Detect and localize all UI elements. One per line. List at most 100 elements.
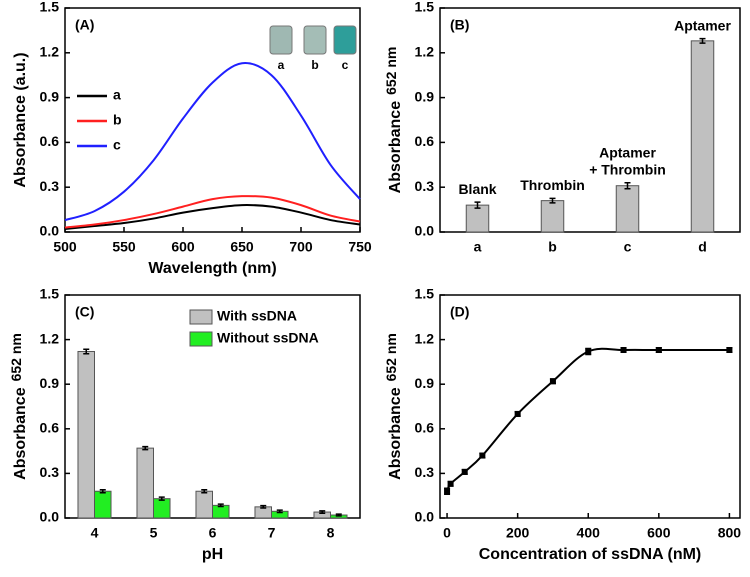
legend-label: With ssDNA bbox=[217, 308, 297, 324]
y-tick-label: 0.3 bbox=[40, 178, 60, 194]
y-tick-label: 1.5 bbox=[40, 286, 60, 302]
bar bbox=[195, 490, 213, 519]
legend-swatch bbox=[189, 309, 213, 325]
x-tick-label: 200 bbox=[506, 525, 530, 541]
y-tick-label: 1.5 bbox=[415, 0, 435, 15]
annotation: Aptamer bbox=[674, 17, 731, 33]
error-bar bbox=[624, 181, 631, 190]
x-tick-label: 7 bbox=[268, 525, 276, 541]
x-tick-label: 4 bbox=[91, 525, 99, 541]
panel: (D) 0.0 0.3 0.6 0.9 1.2 1.5 0 200 400 600 800 Concen… bbox=[383, 286, 742, 564]
error-bar bbox=[549, 197, 556, 204]
y-axis-label: Absorbance 652 nm bbox=[383, 47, 405, 194]
annotation: Thrombin bbox=[520, 177, 585, 193]
spectrum-line bbox=[64, 195, 361, 229]
y-axis-label: Absorbance 652 nm bbox=[8, 333, 30, 480]
panel: (B) 0.0 0.3 0.6 0.9 1.2 1.5 a b c d Absorbance 652 n… bbox=[383, 0, 741, 255]
y-tick-label: 0.6 bbox=[40, 133, 60, 149]
plot-frame bbox=[439, 7, 741, 233]
y-tick-label: 0.9 bbox=[415, 375, 435, 391]
data-point bbox=[461, 468, 468, 475]
error-bar bbox=[260, 504, 267, 509]
x-tick-label: 8 bbox=[327, 525, 335, 541]
annotation: + Thrombin bbox=[589, 161, 666, 177]
fit-line bbox=[446, 347, 730, 492]
data-point bbox=[479, 452, 486, 459]
x-tick-label: c bbox=[624, 239, 632, 255]
panel-label: (D) bbox=[450, 304, 469, 320]
error-bar bbox=[699, 37, 706, 44]
data-point bbox=[447, 480, 454, 487]
y-axis-label-main: Absorbance bbox=[12, 387, 29, 480]
x-tick-label: 0 bbox=[443, 525, 451, 541]
y-tick-label: 0.3 bbox=[40, 464, 60, 480]
error-bar bbox=[335, 513, 342, 517]
x-axis-label: Concentration of ssDNA (nM) bbox=[479, 546, 702, 563]
y-axis-label-sub: 652 nm bbox=[8, 333, 24, 381]
y-tick-label: 1.2 bbox=[415, 44, 435, 60]
y-tick-label: 1.5 bbox=[415, 286, 435, 302]
data-point bbox=[585, 348, 592, 355]
y-axis-label-main: Absorbance (a.u.) bbox=[12, 52, 29, 187]
y-axis-label-main: Absorbance bbox=[387, 101, 404, 194]
error-bar bbox=[217, 503, 224, 508]
plot-frame bbox=[439, 294, 741, 519]
y-tick-label: 1.2 bbox=[415, 330, 435, 346]
error-bar bbox=[142, 445, 149, 451]
x-tick-label: a bbox=[474, 239, 482, 255]
y-tick-label: 1.2 bbox=[40, 44, 60, 60]
x-axis-label: Wavelength (nm) bbox=[148, 260, 276, 277]
x-tick-label: 600 bbox=[171, 239, 195, 255]
data-point bbox=[726, 347, 733, 354]
y-tick-label: 0.6 bbox=[415, 133, 435, 149]
x-tick-label: 750 bbox=[348, 239, 372, 255]
data-point bbox=[444, 488, 451, 495]
bar bbox=[94, 490, 112, 519]
inset-label: c bbox=[342, 58, 349, 72]
error-bar bbox=[276, 509, 283, 514]
bar bbox=[615, 185, 640, 233]
bar bbox=[77, 350, 96, 519]
inset-label: a bbox=[278, 58, 285, 72]
x-axis-label: pH bbox=[202, 546, 223, 563]
annotation: Aptamer bbox=[599, 144, 656, 160]
bar bbox=[153, 498, 171, 519]
y-tick-label: 1.2 bbox=[40, 330, 60, 346]
panel-label: (A) bbox=[75, 17, 94, 33]
y-tick-label: 0.0 bbox=[40, 223, 60, 239]
panel-label: (B) bbox=[450, 17, 469, 33]
y-tick-label: 0.9 bbox=[415, 88, 435, 104]
x-tick-label: 6 bbox=[209, 525, 217, 541]
x-tick-label: d bbox=[698, 239, 707, 255]
plot-frame bbox=[64, 294, 361, 519]
x-tick-label: 800 bbox=[718, 525, 742, 541]
spectrum-line bbox=[64, 62, 361, 222]
legend-label: a bbox=[113, 87, 121, 103]
bar bbox=[540, 200, 565, 233]
data-point bbox=[514, 410, 521, 417]
error-bar bbox=[158, 496, 165, 501]
y-tick-label: 0.3 bbox=[415, 464, 435, 480]
vials bbox=[269, 25, 357, 55]
y-tick-label: 0.6 bbox=[40, 420, 60, 436]
y-tick-label: 0.0 bbox=[415, 223, 435, 239]
bar bbox=[136, 447, 154, 519]
data-point bbox=[620, 347, 627, 354]
legend-swatch bbox=[189, 331, 213, 347]
vial bbox=[303, 25, 327, 55]
y-tick-label: 1.5 bbox=[40, 0, 60, 15]
error-bar bbox=[83, 348, 90, 355]
x-tick-label: 500 bbox=[53, 239, 77, 255]
error-bar bbox=[99, 489, 106, 494]
x-tick-label: 550 bbox=[112, 239, 136, 255]
y-tick-label: 0.3 bbox=[415, 178, 435, 194]
error-bar bbox=[201, 489, 208, 494]
y-axis-label-main: Absorbance bbox=[387, 387, 404, 480]
panel: (C) 0.0 0.3 0.6 0.9 1.2 1.5 4 5 6 7 8 pH Absorbance 65… bbox=[8, 286, 361, 563]
panel: (A) 0.0 0.3 0.6 0.9 1.2 1.5 500 550 600 650 700 750 W… bbox=[12, 0, 372, 277]
y-tick-label: 0.0 bbox=[40, 509, 60, 525]
spectrum-line bbox=[64, 204, 361, 231]
x-tick-label: b bbox=[548, 239, 557, 255]
plot-frame bbox=[64, 7, 361, 233]
